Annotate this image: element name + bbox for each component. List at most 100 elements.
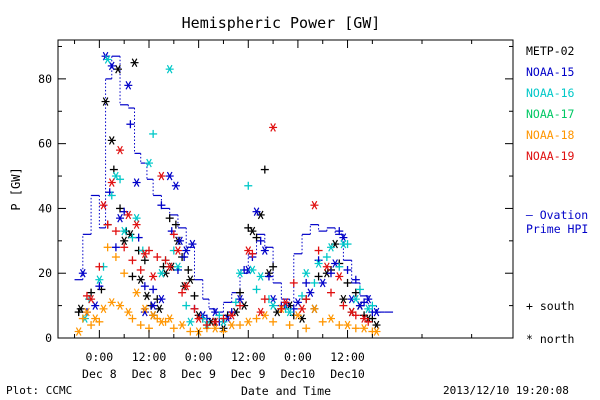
point-south bbox=[78, 314, 87, 323]
point-south bbox=[140, 256, 149, 265]
point-north bbox=[157, 171, 166, 181]
point-south bbox=[111, 243, 120, 252]
point-north bbox=[157, 317, 166, 327]
point-south bbox=[355, 285, 364, 294]
point-south bbox=[186, 327, 195, 336]
x-tick-date-label: Dec 9 bbox=[181, 367, 216, 381]
point-north bbox=[157, 294, 166, 304]
point-north bbox=[140, 304, 149, 314]
footer-timestamp: 2013/12/10 19:20:08 bbox=[443, 384, 569, 397]
point-north bbox=[302, 268, 311, 278]
point-south bbox=[322, 253, 331, 262]
point-north bbox=[322, 262, 331, 272]
point-north bbox=[136, 275, 145, 284]
x-tick-date-label: Dec10 bbox=[330, 367, 365, 381]
point-north bbox=[95, 275, 104, 284]
point-south bbox=[149, 285, 158, 294]
point-south bbox=[103, 220, 112, 229]
point-south bbox=[87, 288, 96, 297]
point-north bbox=[140, 249, 149, 259]
point-north bbox=[173, 246, 182, 255]
point-south bbox=[128, 314, 137, 323]
point-south bbox=[103, 243, 112, 252]
point-south bbox=[298, 291, 307, 300]
point-north bbox=[182, 281, 191, 291]
legend-entry: NOAA-18 bbox=[526, 128, 575, 142]
point-south bbox=[215, 311, 224, 320]
x-tick-date-label: Dec 8 bbox=[132, 367, 167, 381]
point-north bbox=[130, 58, 139, 67]
point-north bbox=[149, 311, 158, 320]
point-south bbox=[165, 214, 174, 223]
point-north bbox=[173, 262, 182, 272]
point-north bbox=[99, 200, 108, 210]
point-south bbox=[231, 298, 240, 307]
point-south bbox=[171, 220, 180, 229]
y-tick-label: 80 bbox=[38, 72, 52, 86]
point-north bbox=[372, 307, 381, 317]
point-south bbox=[169, 230, 178, 239]
point-south bbox=[140, 282, 149, 291]
point-south bbox=[107, 191, 116, 200]
point-north bbox=[335, 272, 344, 281]
point-north bbox=[372, 327, 381, 336]
point-north bbox=[165, 171, 174, 181]
point-north bbox=[186, 275, 195, 284]
x-tick-time-label: 0:00 bbox=[86, 350, 114, 364]
point-north bbox=[107, 178, 116, 187]
point-north bbox=[76, 304, 85, 314]
point-north bbox=[91, 314, 100, 323]
point-south bbox=[302, 295, 311, 304]
point-south bbox=[285, 321, 294, 330]
point-north bbox=[132, 178, 141, 187]
point-north bbox=[165, 64, 174, 74]
point-north bbox=[149, 272, 158, 281]
point-north bbox=[211, 317, 220, 327]
ovation-legend-label: — Ovation Prime HPI bbox=[512, 208, 589, 236]
y-tick-label: 20 bbox=[38, 266, 52, 280]
legend-entry: NOAA-19 bbox=[526, 149, 575, 163]
point-south bbox=[252, 285, 261, 294]
point-south bbox=[302, 278, 311, 287]
x-tick-time-label: 12:00 bbox=[132, 350, 167, 364]
point-north bbox=[351, 294, 360, 304]
point-north bbox=[120, 236, 129, 246]
point-north bbox=[142, 291, 151, 301]
point-south bbox=[136, 321, 145, 330]
point-south bbox=[318, 317, 327, 326]
point-north bbox=[360, 314, 369, 323]
point-north bbox=[293, 298, 302, 307]
point-north bbox=[314, 259, 323, 268]
point-south bbox=[335, 262, 344, 271]
point-north bbox=[327, 243, 335, 252]
point-south bbox=[128, 256, 137, 265]
point-south bbox=[302, 324, 311, 333]
point-north bbox=[124, 81, 133, 90]
point-south bbox=[149, 129, 158, 138]
point-south bbox=[219, 314, 228, 323]
point-south bbox=[327, 288, 335, 297]
point-north bbox=[260, 246, 269, 255]
point-north bbox=[364, 294, 373, 304]
point-north bbox=[227, 311, 236, 320]
x-tick-date-label: Dec 9 bbox=[231, 367, 266, 381]
plot-frame bbox=[57, 39, 514, 339]
point-north bbox=[178, 320, 187, 330]
point-south bbox=[244, 181, 253, 190]
y-tick-label: 0 bbox=[45, 331, 52, 345]
point-south bbox=[252, 233, 261, 242]
point-south bbox=[335, 227, 344, 236]
ovation-legend-line: — bbox=[512, 208, 540, 222]
point-north bbox=[248, 226, 257, 236]
point-north bbox=[74, 327, 83, 336]
point-north bbox=[360, 323, 369, 333]
point-north bbox=[306, 288, 315, 297]
point-north bbox=[194, 314, 203, 323]
point-south bbox=[128, 272, 137, 281]
point-south bbox=[87, 321, 96, 330]
legend-entry: NOAA-16 bbox=[526, 86, 575, 100]
point-north bbox=[248, 265, 257, 275]
point-north bbox=[244, 246, 253, 255]
point-north bbox=[285, 307, 294, 317]
